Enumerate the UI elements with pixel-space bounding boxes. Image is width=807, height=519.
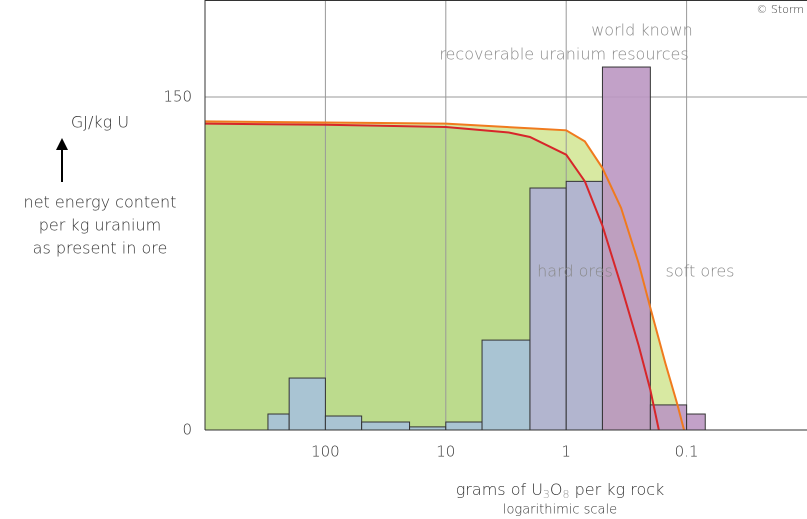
x-axis-sublabel: logarithimic scale [503,503,617,518]
label-part: per kg rock [570,480,665,499]
bar [481,339,531,431]
y-axis-label: per kg uranium [39,216,161,235]
label-part: grams of U [456,480,543,499]
line [204,122,660,431]
annotation: recoverable uranium resources [439,45,688,64]
arrow-head [56,138,68,150]
bar [445,421,483,431]
bar [686,413,706,431]
x-tick-label: 100 [311,443,340,461]
y-axis-label: net energy content [24,193,177,212]
subscript: 8 [563,488,570,501]
y-axis-label: GJ/kg U [71,113,129,132]
x-tick-label: 0.1 [675,443,699,461]
subscript: 3 [543,488,550,501]
copyright: © Storm [756,3,804,16]
y-tick-label: 0 [182,421,192,439]
bar [267,413,290,431]
bar [565,180,603,431]
annotation: hard ores [537,262,613,281]
x-axis-label: grams of U3O8 per kg rock [456,480,665,502]
x-tick-label: 1 [561,443,571,461]
bar [324,415,363,431]
bar [288,377,326,431]
line [204,120,686,431]
y-tick-label: 150 [163,88,192,106]
bar [361,421,411,431]
x-tick-label: 10 [436,443,455,461]
annotation: world known [591,21,693,40]
bar [529,187,567,431]
label-part: O [550,480,563,499]
annotation: soft ores [665,262,734,281]
y-axis-label: as present in ore [33,239,168,258]
